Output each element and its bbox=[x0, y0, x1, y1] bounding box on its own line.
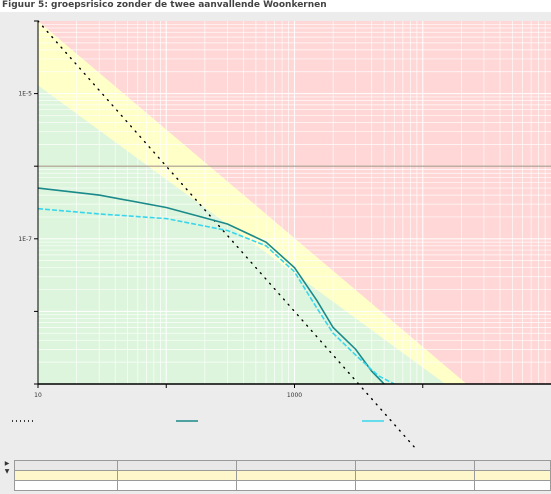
table-cell bbox=[14, 480, 118, 491]
table-cell bbox=[116, 470, 237, 481]
table-header-cell[interactable] bbox=[14, 460, 118, 471]
figure-caption: Figuur 5: groepsrisico zonder de twee aa… bbox=[2, 0, 327, 10]
table-header-cell[interactable] bbox=[354, 460, 475, 471]
table-header-cell[interactable] bbox=[235, 460, 356, 471]
table-toggle-icon[interactable]: ▶ ▼ bbox=[4, 460, 10, 475]
green-zone bbox=[38, 85, 446, 385]
fn-chart: 10 1000 1E-5 1E-7 bbox=[12, 20, 551, 448]
table-header-cell[interactable] bbox=[116, 460, 237, 471]
table-cell bbox=[354, 470, 475, 481]
table-header-cell[interactable] bbox=[473, 460, 551, 471]
table-row[interactable] bbox=[14, 470, 551, 481]
x-tick-label: 1000 bbox=[287, 392, 302, 399]
table-header-row bbox=[14, 460, 551, 471]
results-table bbox=[14, 460, 551, 491]
table-cell bbox=[354, 480, 475, 491]
table-cell bbox=[235, 470, 356, 481]
table-row[interactable] bbox=[14, 480, 551, 491]
x-tick-label: 10 bbox=[34, 392, 42, 399]
series-line-2 bbox=[37, 207, 395, 385]
fn-curve-window: 10 1000 1E-5 1E-7 ▶ ▼ bbox=[0, 12, 551, 494]
series-line-1 bbox=[37, 187, 385, 385]
table-cell bbox=[116, 480, 237, 491]
y-tick-label: 1E-7 bbox=[18, 236, 32, 243]
table-cell bbox=[235, 480, 356, 491]
table-cell bbox=[14, 470, 118, 481]
table-cell bbox=[473, 480, 551, 491]
table-cell bbox=[473, 470, 551, 481]
y-tick-label: 1E-5 bbox=[18, 91, 32, 98]
